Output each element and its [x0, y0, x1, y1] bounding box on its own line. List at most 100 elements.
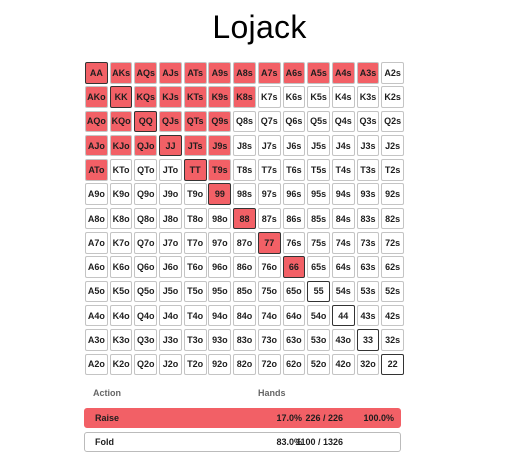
hand-cell[interactable]: J5o	[159, 280, 182, 303]
hand-cell[interactable]: K7o	[109, 232, 133, 254]
hand-cell[interactable]: Q4o	[134, 304, 158, 327]
hand-cell[interactable]: K3o	[109, 329, 133, 351]
hand-cell[interactable]: 97o	[208, 232, 232, 254]
hand-cell[interactable]: 95s	[307, 183, 330, 205]
hand-cell[interactable]: J6s	[282, 134, 306, 157]
hand-cell[interactable]: QTo	[134, 159, 158, 181]
hand-cell[interactable]: 75o	[257, 280, 281, 303]
hand-cell[interactable]: Q3o	[134, 329, 158, 351]
hand-cell[interactable]: K3s	[356, 86, 380, 108]
hand-cell[interactable]: Q9o	[134, 183, 158, 205]
hand-cell[interactable]: 84o	[233, 304, 256, 327]
hand-cell[interactable]: T5s	[307, 159, 330, 181]
hand-cell[interactable]: K4o	[109, 304, 133, 327]
hand-cell[interactable]: T4o	[183, 304, 207, 327]
hand-cell[interactable]: 52o	[307, 353, 330, 376]
hand-cell[interactable]: T5o	[183, 280, 207, 303]
hand-cell[interactable]: K4s	[331, 86, 355, 108]
hand-cell[interactable]: K2s	[381, 86, 405, 108]
hand-cell[interactable]: AA	[85, 62, 108, 84]
hand-cell[interactable]: K8s	[233, 86, 256, 108]
hand-cell[interactable]: 74o	[257, 304, 281, 327]
hand-cell[interactable]: Q3s	[356, 110, 380, 133]
hand-cell[interactable]: K6o	[109, 256, 133, 278]
hand-cell[interactable]: 73s	[356, 232, 380, 254]
hand-cell[interactable]: 43o	[331, 329, 355, 351]
hand-cell[interactable]: TT	[183, 159, 207, 181]
hand-cell[interactable]: 33	[356, 329, 380, 351]
hand-cell[interactable]: Q4s	[331, 110, 355, 133]
hand-cell[interactable]: 96s	[282, 183, 306, 205]
hand-cell[interactable]: K2o	[109, 353, 133, 376]
hand-cell[interactable]: 73o	[257, 329, 281, 351]
hand-cell[interactable]: Q5o	[134, 280, 158, 303]
hand-cell[interactable]: KQs	[134, 86, 158, 108]
hand-cell[interactable]: 63o	[282, 329, 306, 351]
hand-cell[interactable]: Q6s	[282, 110, 306, 133]
hand-cell[interactable]: Q2s	[381, 110, 405, 133]
hand-cell[interactable]: 75s	[307, 232, 330, 254]
hand-cell[interactable]: J4s	[331, 134, 355, 157]
hand-cell[interactable]: 63s	[356, 256, 380, 278]
hand-cell[interactable]: 52s	[381, 280, 405, 303]
hand-cell[interactable]: Q8s	[233, 110, 256, 133]
hand-cell[interactable]: A2o	[85, 353, 108, 376]
hand-cell[interactable]: 94s	[331, 183, 355, 205]
hand-cell[interactable]: T7o	[183, 232, 207, 254]
hand-cell[interactable]: A8s	[233, 62, 256, 84]
hand-cell[interactable]: J8o	[159, 207, 182, 230]
hand-cell[interactable]: K5o	[109, 280, 133, 303]
hand-cell[interactable]: 43s	[356, 304, 380, 327]
hand-cell[interactable]: 95o	[208, 280, 232, 303]
hand-cell[interactable]: 93s	[356, 183, 380, 205]
hand-cell[interactable]: A2s	[381, 62, 405, 84]
hand-cell[interactable]: 93o	[208, 329, 232, 351]
hand-cell[interactable]: K5s	[307, 86, 330, 108]
hand-cell[interactable]: 77	[257, 232, 281, 254]
action-row-fold[interactable]: Fold 83.0% 1100 / 1326	[84, 432, 401, 452]
hand-cell[interactable]: A9o	[85, 183, 108, 205]
hand-cell[interactable]: KTs	[183, 86, 207, 108]
hand-cell[interactable]: T9o	[183, 183, 207, 205]
hand-cell[interactable]: AQo	[85, 110, 108, 133]
hand-cell[interactable]: Q7o	[134, 232, 158, 254]
hand-cell[interactable]: 94o	[208, 304, 232, 327]
hand-cell[interactable]: T2o	[183, 353, 207, 376]
hand-cell[interactable]: J5s	[307, 134, 330, 157]
hand-cell[interactable]: 86s	[282, 207, 306, 230]
hand-cell[interactable]: A6o	[85, 256, 108, 278]
hand-cell[interactable]: T8s	[233, 159, 256, 181]
hand-cell[interactable]: 85o	[233, 280, 256, 303]
hand-cell[interactable]: J8s	[233, 134, 256, 157]
hand-cell[interactable]: 84s	[331, 207, 355, 230]
hand-cell[interactable]: AKs	[109, 62, 133, 84]
hand-cell[interactable]: KJs	[159, 86, 182, 108]
hand-cell[interactable]: 92s	[381, 183, 405, 205]
hand-cell[interactable]: Q5s	[307, 110, 330, 133]
hand-cell[interactable]: 64o	[282, 304, 306, 327]
hand-cell[interactable]: T6s	[282, 159, 306, 181]
hand-cell[interactable]: 65o	[282, 280, 306, 303]
action-row-raise[interactable]: Raise 17.0% 226 / 226 100.0%	[84, 408, 401, 428]
hand-cell[interactable]: T4s	[331, 159, 355, 181]
hand-cell[interactable]: AJs	[159, 62, 182, 84]
hand-cell[interactable]: T8o	[183, 207, 207, 230]
hand-cell[interactable]: 54s	[331, 280, 355, 303]
hand-cell[interactable]: JJ	[159, 134, 182, 157]
hand-cell[interactable]: 72o	[257, 353, 281, 376]
hand-cell[interactable]: T3s	[356, 159, 380, 181]
hand-cell[interactable]: QQ	[134, 110, 158, 133]
hand-cell[interactable]: ATs	[183, 62, 207, 84]
hand-cell[interactable]: 92o	[208, 353, 232, 376]
hand-cell[interactable]: J2s	[381, 134, 405, 157]
hand-cell[interactable]: J2o	[159, 353, 182, 376]
hand-cell[interactable]: T6o	[183, 256, 207, 278]
hand-cell[interactable]: 53s	[356, 280, 380, 303]
hand-cell[interactable]: 87o	[233, 232, 256, 254]
hand-cell[interactable]: KQo	[109, 110, 133, 133]
hand-cell[interactable]: A7s	[257, 62, 281, 84]
hand-cell[interactable]: 76o	[257, 256, 281, 278]
hand-cell[interactable]: JTs	[183, 134, 207, 157]
hand-cell[interactable]: 74s	[331, 232, 355, 254]
hand-cell[interactable]: 83s	[356, 207, 380, 230]
